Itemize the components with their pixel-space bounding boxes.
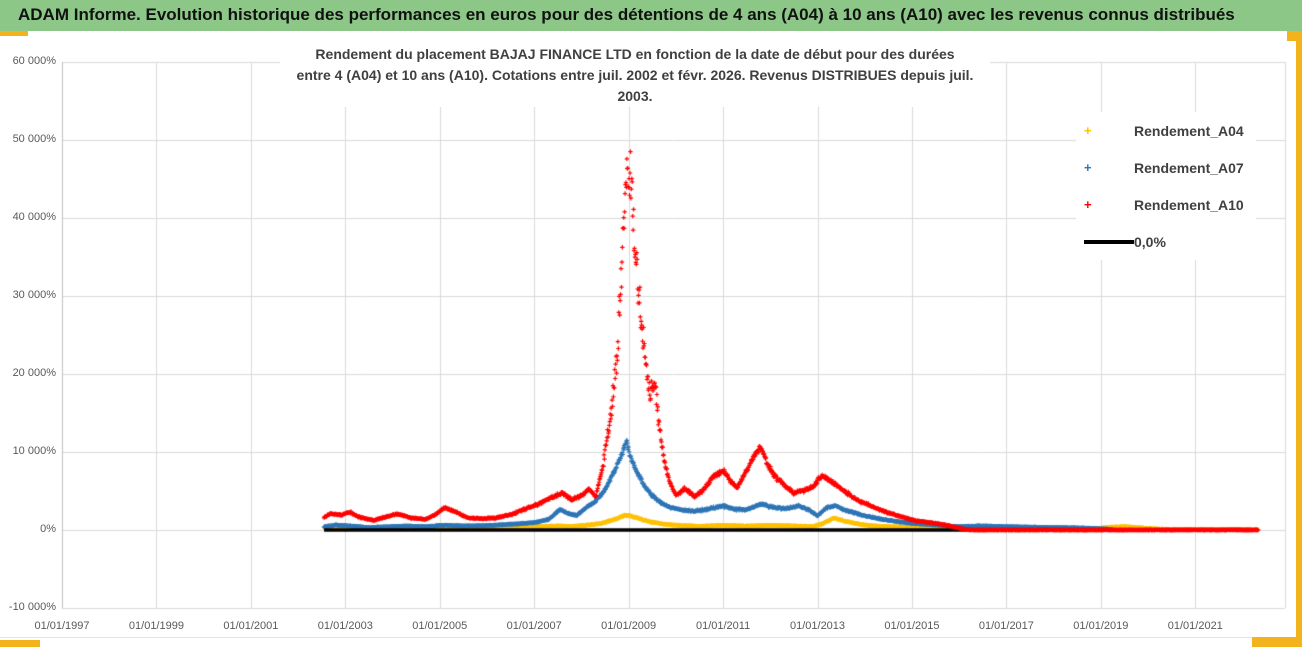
y-tick-label: 10 000% xyxy=(12,445,56,457)
legend-item-rendement-a10[interactable]: + Rendement_A10 xyxy=(1076,186,1256,223)
y-tick-label: 20 000% xyxy=(12,367,56,379)
x-tick-label: 01/01/2001 xyxy=(223,620,279,632)
chart-title-line1: Rendement du placement BAJAJ FINANCE LTD… xyxy=(315,46,955,62)
y-tick-label: -10 000% xyxy=(8,601,56,613)
chart-bottom-divider xyxy=(0,637,1296,638)
legend-item-label: Rendement_A07 xyxy=(1134,159,1244,176)
x-tick-label: 01/01/2009 xyxy=(601,620,657,632)
x-tick-label: 01/01/2007 xyxy=(506,620,562,632)
chart-title: Rendement du placement BAJAJ FINANCE LTD… xyxy=(280,44,990,107)
legend-line-icon xyxy=(1076,239,1134,244)
gold-border-bottom-left xyxy=(0,640,40,647)
y-tick-label: 40 000% xyxy=(12,211,56,223)
gold-border-top-right-corner xyxy=(1287,31,1302,41)
y-tick-label: 0% xyxy=(40,523,56,535)
header-banner: ADAM Informe. Evolution historique des p… xyxy=(0,0,1302,31)
y-tick-label: 60 000% xyxy=(12,55,56,67)
y-tick-label: 50 000% xyxy=(12,133,56,145)
x-tick-label: 01/01/2015 xyxy=(884,620,940,632)
chart-title-line2: entre 4 (A04) et 10 ans (A10). Cotations… xyxy=(296,67,974,104)
legend-item-rendement-a04[interactable]: + Rendement_A04 xyxy=(1076,112,1256,149)
x-tick-label: 01/01/2019 xyxy=(1073,620,1129,632)
legend-plus-icon: + xyxy=(1084,123,1092,138)
y-tick-label: 30 000% xyxy=(12,289,56,301)
x-tick-label: 01/01/1997 xyxy=(34,620,90,632)
x-tick-label: 01/01/2005 xyxy=(412,620,468,632)
legend-item-label: 0,0% xyxy=(1134,233,1166,250)
gold-border-top-left xyxy=(0,31,28,36)
header-title: ADAM Informe. Evolution historique des p… xyxy=(18,5,1235,24)
gold-border-bottom-right xyxy=(1252,637,1302,647)
x-tick-label: 01/01/2021 xyxy=(1167,620,1223,632)
legend-item-rendement-a07[interactable]: + Rendement_A07 xyxy=(1076,149,1256,186)
gold-border-right xyxy=(1296,31,1302,647)
x-tick-label: 01/01/2017 xyxy=(978,620,1034,632)
x-tick-label: 01/01/2013 xyxy=(789,620,846,632)
chart-legend: + Rendement_A04 + Rendement_A07 + Rendement_A… xyxy=(1076,112,1256,260)
legend-plus-icon: + xyxy=(1084,197,1092,212)
legend-item-label: Rendement_A10 xyxy=(1134,196,1244,213)
legend-plus-icon: + xyxy=(1084,160,1092,175)
x-tick-label: 01/01/2003 xyxy=(317,620,373,632)
legend-item-label: Rendement_A04 xyxy=(1134,122,1244,139)
x-tick-label: 01/01/2011 xyxy=(695,620,751,632)
legend-item-0-0-[interactable]: 0,0% xyxy=(1076,223,1256,260)
x-tick-label: 01/01/1999 xyxy=(128,620,184,632)
